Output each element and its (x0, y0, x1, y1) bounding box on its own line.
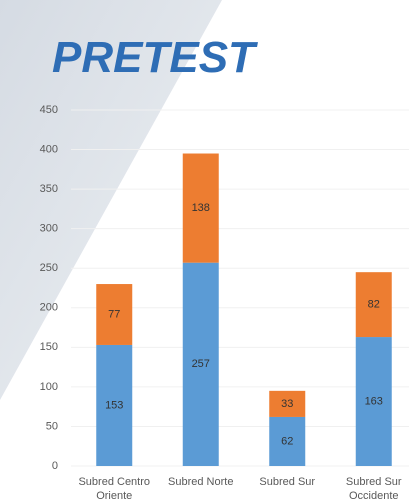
bar-segment (355, 337, 392, 466)
x-tick-label: Subred Norte (168, 476, 233, 488)
y-tick-label: 300 (40, 223, 58, 235)
bar-segment (355, 272, 392, 338)
bar-segment (96, 344, 133, 466)
background-triangle (0, 0, 222, 400)
y-tick-label: 200 (40, 302, 58, 314)
data-label: 62 (281, 435, 293, 447)
y-tick-label: 100 (40, 381, 58, 393)
bar-segment (182, 153, 219, 263)
data-label: 77 (108, 308, 120, 320)
y-tick-label: 400 (40, 143, 58, 155)
x-tick-label: Subred Centro Oriente (78, 476, 150, 502)
bar-segment (96, 284, 133, 345)
x-tick-label: Subred Sur Occidente (346, 476, 402, 502)
y-tick-label: 450 (40, 104, 58, 116)
y-tick-label: 0 (52, 460, 58, 472)
bar-segment (182, 262, 219, 466)
bar-segment (269, 390, 306, 417)
y-tick-label: 50 (46, 420, 58, 432)
data-label: 33 (281, 398, 293, 410)
y-tick-label: 350 (40, 183, 58, 195)
plot: 0 50 100 150 200 250 300 350 400 450 153 77 Subred C… (40, 104, 409, 502)
bar-segment (269, 416, 306, 466)
data-label: 153 (105, 399, 123, 411)
y-tick-label: 250 (40, 262, 58, 274)
chart-title: PRETEST (52, 33, 258, 82)
data-label: 82 (368, 299, 380, 311)
data-label: 257 (192, 358, 210, 370)
x-tick-label: Subred Sur (259, 476, 315, 488)
y-tick-label: 150 (40, 341, 58, 353)
data-label: 163 (365, 395, 383, 407)
data-label: 138 (192, 202, 210, 214)
